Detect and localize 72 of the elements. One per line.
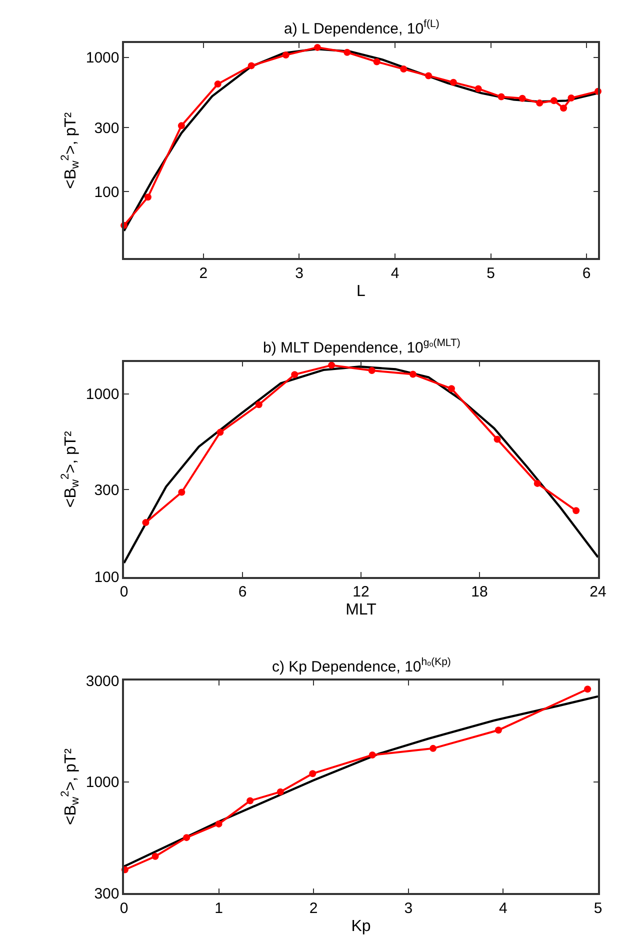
point	[568, 94, 575, 102]
y-tick-label: 1000	[86, 50, 120, 67]
point	[246, 797, 254, 804]
x-tick-label: 24	[590, 584, 606, 601]
x-tick-label: 2	[309, 900, 318, 917]
x-axis-title: Kp	[351, 918, 371, 935]
point	[152, 852, 159, 860]
x-axis-title: MLT	[346, 602, 377, 619]
point	[328, 362, 336, 369]
point	[584, 686, 592, 693]
point	[368, 752, 376, 759]
point	[536, 100, 544, 107]
x-tick-label: 5	[594, 900, 602, 917]
point	[494, 436, 501, 443]
x-tick-label: 0	[120, 584, 128, 601]
x-tick-label: 3	[295, 264, 304, 282]
x-tick-label: 6	[238, 584, 247, 601]
point	[572, 507, 580, 514]
x-tick-label: 4	[390, 264, 400, 282]
point	[214, 80, 222, 88]
line-series	[124, 366, 598, 564]
point	[474, 85, 482, 92]
point	[314, 44, 321, 51]
y-tick-label: 300	[94, 482, 120, 499]
point	[409, 370, 416, 378]
point	[309, 770, 316, 778]
x-tick-label: 5	[486, 264, 495, 282]
y-tick-label: 300	[94, 120, 120, 137]
y-tick-label: 1000	[86, 386, 120, 404]
point	[534, 480, 541, 487]
y-tick-label: 3000	[86, 672, 120, 690]
point	[518, 94, 526, 102]
point	[368, 367, 376, 374]
point	[183, 834, 190, 842]
point	[142, 519, 150, 526]
chart-title: b) MLT Dependence, 10$^{gₒ(MLT)}$	[263, 337, 460, 356]
point	[550, 97, 558, 104]
point	[430, 744, 437, 752]
point	[560, 104, 568, 112]
y-tick-label: 300	[94, 885, 120, 902]
point	[248, 62, 255, 70]
point	[425, 72, 432, 80]
point	[344, 48, 351, 56]
x-axis-title: L	[356, 283, 366, 300]
point	[448, 385, 455, 392]
point	[450, 78, 457, 86]
chart-title: a) L Dependence, 10$^{f(L)}$	[284, 18, 440, 38]
y-tick-label: 100	[94, 569, 120, 586]
x-tick-label: 18	[471, 584, 488, 601]
y-tick-label: 1000	[86, 774, 120, 792]
point	[498, 93, 505, 100]
point	[178, 488, 186, 496]
x-tick-label: 3	[404, 900, 413, 917]
x-tick-label: 12	[352, 584, 370, 601]
x-tick-label: 0	[120, 900, 128, 917]
point	[216, 428, 224, 436]
point	[144, 194, 152, 201]
point	[494, 726, 502, 734]
point	[282, 52, 290, 59]
point	[255, 401, 262, 408]
chart-title: c) Kp Dependence, 10$^{hₒ(Kp)}$	[272, 656, 451, 676]
point	[215, 820, 222, 828]
point	[276, 788, 284, 796]
point	[291, 371, 298, 378]
y-tick-label: 100	[94, 184, 120, 201]
x-tick-label: 4	[499, 900, 508, 917]
point	[373, 58, 380, 66]
x-tick-label: 6	[582, 264, 591, 282]
x-tick-label: 1	[214, 900, 223, 917]
x-tick-label: 2	[199, 264, 208, 282]
point	[178, 122, 185, 130]
point	[400, 66, 408, 73]
